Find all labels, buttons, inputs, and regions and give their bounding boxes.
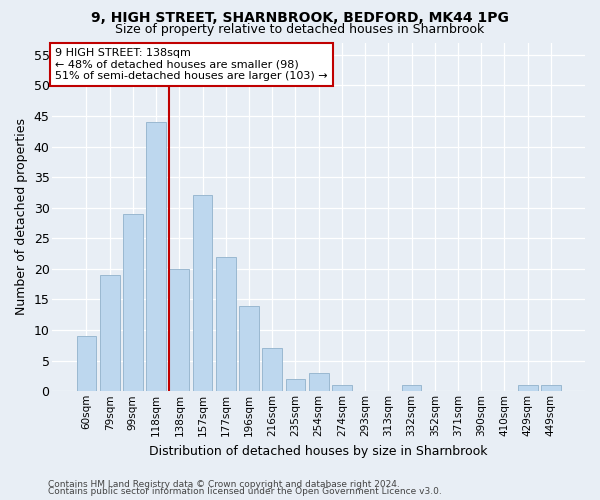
Y-axis label: Number of detached properties: Number of detached properties (15, 118, 28, 316)
Text: Contains HM Land Registry data © Crown copyright and database right 2024.: Contains HM Land Registry data © Crown c… (48, 480, 400, 489)
Bar (401, 385, 421, 392)
Bar (169, 269, 189, 392)
Bar (309, 373, 329, 392)
Bar (541, 385, 561, 392)
Bar (332, 385, 352, 392)
Text: Size of property relative to detached houses in Sharnbrook: Size of property relative to detached ho… (115, 22, 485, 36)
Bar (123, 214, 143, 392)
Bar (193, 196, 212, 392)
Bar (146, 122, 166, 392)
Text: 9, HIGH STREET, SHARNBROOK, BEDFORD, MK44 1PG: 9, HIGH STREET, SHARNBROOK, BEDFORD, MK4… (91, 11, 509, 25)
Text: Contains public sector information licensed under the Open Government Licence v3: Contains public sector information licen… (48, 488, 442, 496)
Bar (77, 336, 96, 392)
Text: 9 HIGH STREET: 138sqm
← 48% of detached houses are smaller (98)
51% of semi-deta: 9 HIGH STREET: 138sqm ← 48% of detached … (55, 48, 328, 81)
Bar (286, 379, 305, 392)
Bar (518, 385, 538, 392)
X-axis label: Distribution of detached houses by size in Sharnbrook: Distribution of detached houses by size … (149, 444, 488, 458)
Bar (239, 306, 259, 392)
Bar (262, 348, 282, 392)
Bar (216, 256, 236, 392)
Bar (100, 275, 119, 392)
